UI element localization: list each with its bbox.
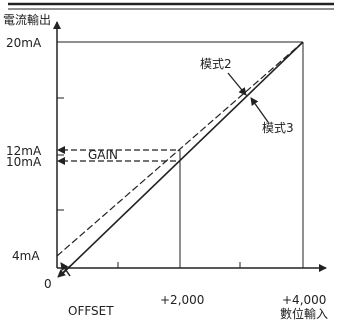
gain-arrowhead-10ma — [57, 157, 65, 165]
y-label-10ma: 10mA — [6, 155, 42, 169]
origin-label: 0 — [44, 277, 52, 291]
offset-label: OFFSET — [68, 304, 114, 318]
x-label-4000: +4,000 — [282, 293, 326, 307]
mode3-line — [59, 41, 304, 277]
y-axis-title: 電流輸出 — [3, 12, 51, 27]
mode2-pointer — [227, 72, 247, 96]
y-label-20ma: 20mA — [6, 36, 42, 50]
offset-arrow-up — [60, 262, 71, 277]
y-label-12ma: 12mA — [6, 144, 42, 158]
mode2-line — [56, 41, 304, 257]
gain-label: GAIN — [88, 148, 118, 162]
mode2-label: 模式2 — [200, 57, 232, 71]
x-label-2000: +2,000 — [160, 293, 204, 307]
gain-arrowhead-12ma — [57, 146, 65, 154]
mode3-pointer — [250, 97, 269, 123]
x-axis-title: 數位輸入 — [280, 306, 328, 320]
mode3-label: 模式3 — [262, 121, 294, 135]
y-label-4ma: 4mA — [12, 249, 40, 263]
